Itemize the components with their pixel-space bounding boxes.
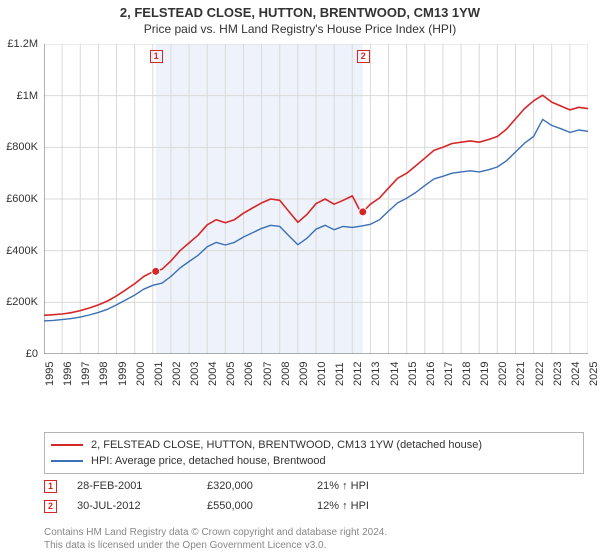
x-axis-label: 2017 (443, 362, 449, 386)
x-axis-label: 2013 (370, 362, 376, 386)
footer-line: This data is licensed under the Open Gov… (44, 539, 387, 552)
x-axis-label: 1999 (117, 362, 123, 386)
legend-label: 2, FELSTEAD CLOSE, HUTTON, BRENTWOOD, CM… (91, 439, 482, 451)
sale-delta: 21% ↑ HPI (317, 480, 427, 492)
x-axis-label: 2023 (552, 362, 558, 386)
x-axis-label: 2014 (389, 362, 395, 386)
sale-marker-box: 1 (150, 50, 163, 63)
y-axis-label: £600K (0, 193, 38, 205)
table-row: 2 30-JUL-2012 £550,000 12% ↑ HPI (44, 496, 427, 516)
sale-marker-box: 2 (357, 50, 370, 63)
price-index-card: { "title": "2, FELSTEAD CLOSE, HUTTON, B… (0, 0, 600, 560)
sale-delta: 12% ↑ HPI (317, 500, 427, 512)
x-axis-label: 2008 (280, 362, 286, 386)
legend: 2, FELSTEAD CLOSE, HUTTON, BRENTWOOD, CM… (44, 432, 584, 474)
footer: Contains HM Land Registry data © Crown c… (44, 526, 387, 552)
chart-subtitle: Price paid vs. HM Land Registry's House … (0, 22, 600, 36)
footer-line: Contains HM Land Registry data © Crown c… (44, 526, 387, 539)
x-axis-label: 2005 (225, 362, 231, 386)
x-axis-label: 2012 (352, 362, 358, 386)
x-axis-label: 2020 (497, 362, 503, 386)
y-axis-label: £200K (0, 296, 38, 308)
x-axis-label: 2024 (570, 362, 576, 386)
sale-date: 30-JUL-2012 (77, 500, 207, 512)
legend-swatch (51, 444, 83, 446)
legend-swatch (51, 460, 83, 462)
x-axis-label: 1998 (98, 362, 104, 386)
sale-price: £320,000 (207, 480, 317, 492)
sale-marker-box: 1 (44, 480, 57, 493)
sale-price: £550,000 (207, 500, 317, 512)
x-axis-label: 2022 (534, 362, 540, 386)
y-axis-label: £0 (0, 348, 38, 360)
sales-table: 1 28-FEB-2001 £320,000 21% ↑ HPI 2 30-JU… (44, 476, 427, 516)
header: 2, FELSTEAD CLOSE, HUTTON, BRENTWOOD, CM… (0, 0, 600, 36)
x-axis-label: 1996 (62, 362, 68, 386)
x-axis-label: 2025 (588, 362, 594, 386)
x-axis-label: 2000 (135, 362, 141, 386)
x-axis-label: 2004 (207, 362, 213, 386)
x-axis-label: 2019 (479, 362, 485, 386)
x-axis-label: 2016 (425, 362, 431, 386)
x-axis-label: 2006 (243, 362, 249, 386)
x-axis-label: 2007 (262, 362, 268, 386)
y-axis-label: £1M (0, 90, 38, 102)
x-axis-label: 2001 (153, 362, 159, 386)
legend-item: 2, FELSTEAD CLOSE, HUTTON, BRENTWOOD, CM… (51, 437, 577, 453)
y-axis-label: £400K (0, 245, 38, 257)
chart-area: £0£200K£400K£600K£800K£1M£1.2M1995199619… (44, 44, 588, 386)
x-axis-label: 2011 (334, 362, 340, 386)
x-axis-label: 1995 (44, 362, 50, 386)
x-axis-label: 2002 (171, 362, 177, 386)
sale-date: 28-FEB-2001 (77, 480, 207, 492)
legend-label: HPI: Average price, detached house, Bren… (91, 455, 326, 467)
y-axis-label: £1.2M (0, 38, 38, 50)
x-axis-label: 2009 (298, 362, 304, 386)
legend-item: HPI: Average price, detached house, Bren… (51, 453, 577, 469)
x-axis-label: 2010 (316, 362, 322, 386)
x-axis-label: 2018 (461, 362, 467, 386)
table-row: 1 28-FEB-2001 £320,000 21% ↑ HPI (44, 476, 427, 496)
sale-marker-box: 2 (44, 500, 57, 513)
y-axis-label: £800K (0, 141, 38, 153)
x-axis-label: 2003 (189, 362, 195, 386)
chart-svg (44, 44, 588, 354)
x-axis-label: 1997 (80, 362, 86, 386)
chart-title: 2, FELSTEAD CLOSE, HUTTON, BRENTWOOD, CM… (0, 5, 600, 20)
x-axis-label: 2015 (407, 362, 413, 386)
x-axis-label: 2021 (515, 362, 521, 386)
